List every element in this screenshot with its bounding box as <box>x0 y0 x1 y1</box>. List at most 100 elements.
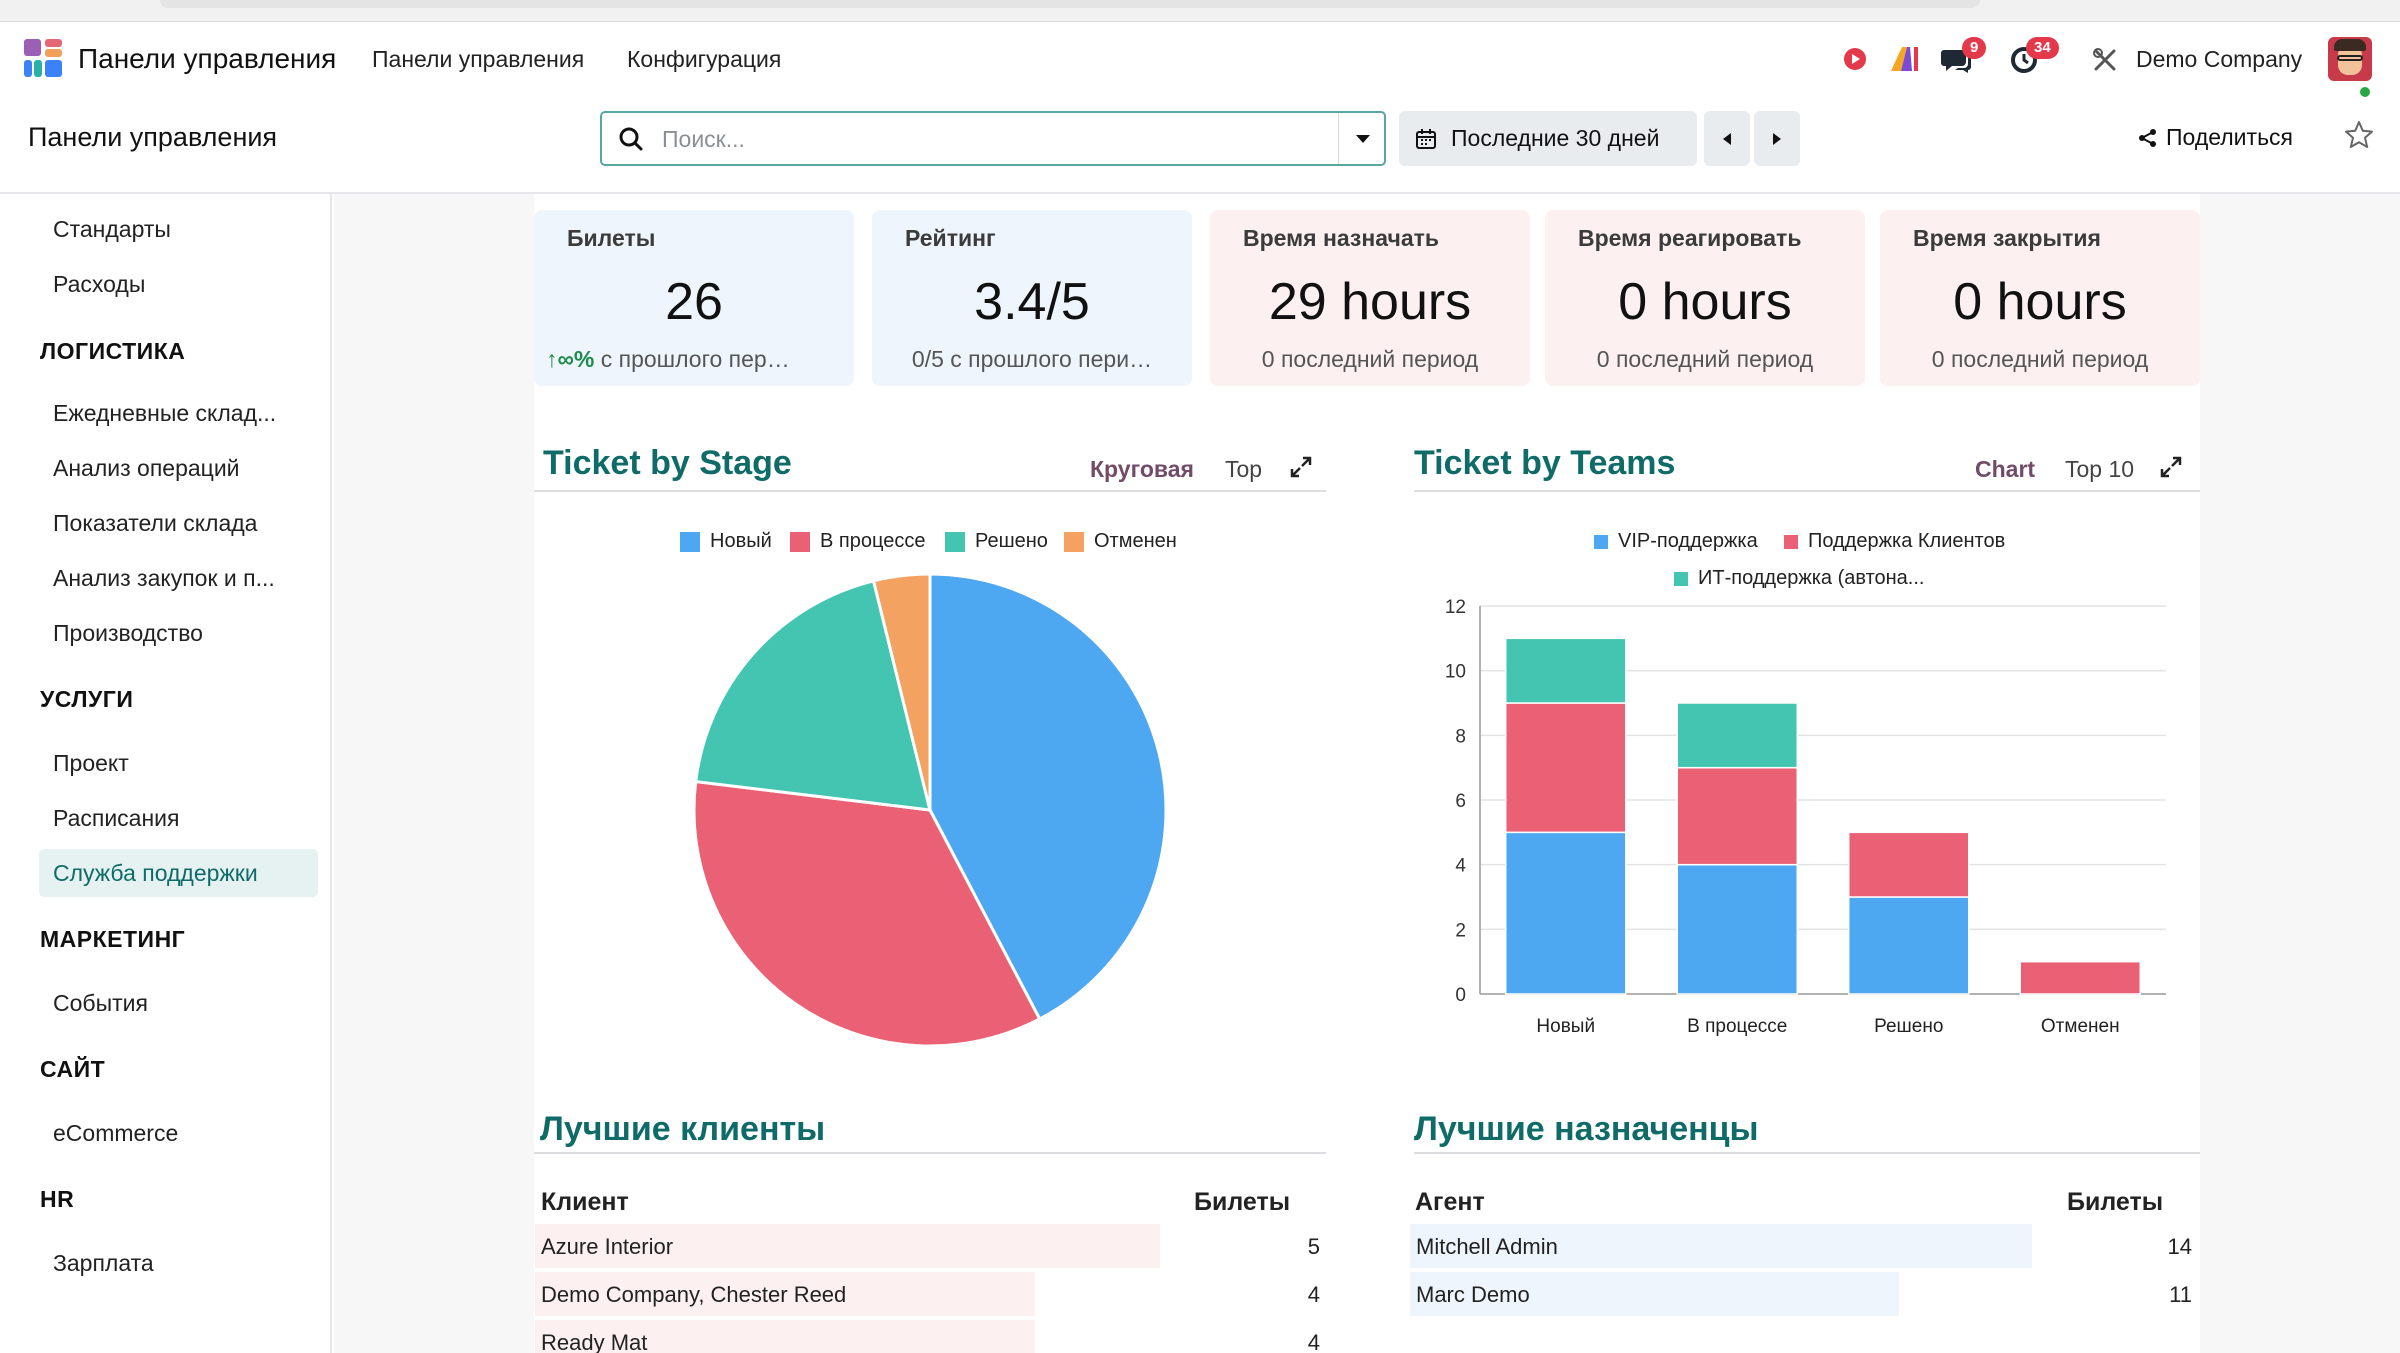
legend-item[interactable]: Новый <box>680 530 772 553</box>
sidebar-item-warehouse-metrics[interactable]: Показатели склада <box>53 510 258 536</box>
sidebar-item-operations-analysis[interactable]: Анализ операций <box>53 455 240 481</box>
pie-slice-0[interactable] <box>928 572 1168 1021</box>
sidebar-item-standards[interactable]: Стандарты <box>53 216 171 242</box>
browser-chrome <box>0 0 2400 22</box>
kpi-card-close-time[interactable]: Время закрытия 0 hours 0 последний перио… <box>1880 210 2200 386</box>
table-row[interactable] <box>535 1320 1035 1353</box>
messages-badge: 9 <box>1962 37 1987 59</box>
date-filter-label: Последние 30 дней <box>1451 125 1660 151</box>
sidebar-item-daily-stock[interactable]: Ежедневные склад... <box>53 400 277 426</box>
sidebar-item-purchase-analysis[interactable]: Анализ закупок и п... <box>53 565 275 591</box>
legend-item[interactable]: VIP-поддержка <box>1594 530 1758 553</box>
table-cell-name: Mitchell Admin <box>1416 1234 1558 1259</box>
customers-title: Лучшие клиенты <box>540 1110 826 1148</box>
page-title: Панели управления <box>28 122 278 152</box>
expand-icon[interactable] <box>2160 456 2182 483</box>
assignees-col-tickets[interactable]: Билеты <box>2067 1188 2164 1216</box>
activities-badge: 34 <box>2026 37 2059 59</box>
bar-segment[interactable] <box>1504 637 1627 704</box>
table-row[interactable] <box>535 1272 1035 1316</box>
kpi-card-rating[interactable]: Рейтинг 3.4/5 0/5 с прошлого пери… <box>872 210 1192 386</box>
table-cell-count: 5 <box>1307 1234 1320 1259</box>
stage-chart-type-pie[interactable]: Круговая <box>1090 456 1194 482</box>
pie-slice-2[interactable] <box>694 579 932 812</box>
address-bar[interactable] <box>160 0 1980 8</box>
record-icon[interactable] <box>1842 46 1868 72</box>
sidebar-item-timesheets[interactable]: Расписания <box>53 805 180 831</box>
sidebar-item-project[interactable]: Проект <box>53 750 129 776</box>
bar-segment[interactable] <box>1676 863 1799 995</box>
bar-segment[interactable] <box>1504 702 1627 834</box>
sidebar-item-manufacturing[interactable]: Производство <box>53 620 203 646</box>
customers-col-tickets[interactable]: Билеты <box>1194 1188 1291 1216</box>
bar-segment[interactable] <box>1847 831 1970 898</box>
table-row[interactable] <box>1410 1224 2032 1268</box>
x-tick-label: Новый <box>1536 1016 1595 1037</box>
apps-icon[interactable] <box>24 39 62 77</box>
app-title[interactable]: Панели управления <box>78 43 337 74</box>
kpi-title: Рейтинг <box>905 225 996 251</box>
legend-item[interactable]: Решено <box>945 530 1048 553</box>
legend-swatch <box>1064 531 1084 552</box>
table-cell-count: 14 <box>2167 1234 2192 1259</box>
kpi-comparison: с прошлого пер… <box>600 346 790 372</box>
clock-icon[interactable] <box>2010 46 2038 74</box>
search-bar[interactable] <box>600 111 1386 166</box>
bar-segment[interactable] <box>1676 702 1799 769</box>
previous-period-button[interactable] <box>1704 111 1750 166</box>
expand-icon[interactable] <box>1290 456 1312 483</box>
kpi-subtext: 0/5 с прошлого пери… <box>911 346 1153 372</box>
chat-icon[interactable] <box>1940 46 1972 74</box>
teams-chart-type-top10[interactable]: Top 10 <box>2065 456 2135 482</box>
legend-item[interactable]: Поддержка Клиентов <box>1784 530 2005 553</box>
star-icon[interactable] <box>2344 120 2374 155</box>
avatar[interactable] <box>2328 37 2372 81</box>
kpi-card-tickets[interactable]: Билеты 26 ↑∞% с прошлого пер… <box>534 210 854 386</box>
assignees-title: Лучшие назначенцы <box>1414 1110 1759 1148</box>
teams-chart-type-chart[interactable]: Chart <box>1975 456 2036 482</box>
bar-segment[interactable] <box>1847 896 1970 995</box>
legend-label: Отменен <box>1094 530 1177 552</box>
kpi-card-response-time[interactable]: Время реагировать 0 hours 0 последний пе… <box>1545 210 1865 386</box>
table-row[interactable] <box>1410 1272 1899 1316</box>
sidebar-item-helpdesk[interactable]: Служба поддержки <box>53 860 258 886</box>
ai-icon[interactable] <box>1888 44 1920 74</box>
legend-item[interactable]: ИТ-поддержка (автона... <box>1674 567 1924 590</box>
share-button[interactable]: Поделиться <box>2138 124 2293 151</box>
calendar-icon <box>1416 128 1436 149</box>
stage-pie-chart[interactable] <box>660 560 1180 1080</box>
menu-dashboards[interactable]: Панели управления <box>372 46 585 72</box>
tools-icon[interactable] <box>2092 47 2118 73</box>
sidebar-item-expenses[interactable]: Расходы <box>53 271 146 297</box>
pie-slice-3[interactable] <box>871 572 932 811</box>
sidebar-item-payroll[interactable]: Зарплата <box>53 1250 154 1276</box>
table-cell-name: Azure Interior <box>541 1234 674 1259</box>
menu-configuration[interactable]: Конфигурация <box>627 46 782 72</box>
legend-item[interactable]: Отменен <box>1064 530 1177 553</box>
legend-label: VIP-поддержка <box>1618 530 1758 552</box>
y-tick-label: 4 <box>1455 856 1466 877</box>
customers-col-client[interactable]: Клиент <box>541 1188 629 1216</box>
company-switcher[interactable]: Demo Company <box>2136 46 2303 72</box>
sidebar-item-events[interactable]: События <box>53 990 148 1016</box>
search-input[interactable] <box>662 123 1312 155</box>
kpi-subtext: ↑∞% с прошлого пер… <box>534 346 854 373</box>
arrow-up-icon: ↑ <box>546 346 558 372</box>
bar-segment[interactable] <box>1676 766 1799 866</box>
pie-slice-1[interactable] <box>692 779 1042 1048</box>
legend-item[interactable]: В процессе <box>790 530 925 553</box>
sidebar-item-ecommerce[interactable]: eCommerce <box>53 1120 179 1146</box>
share-label: Поделиться <box>2166 124 2294 150</box>
table-cell-count: 4 <box>1307 1330 1320 1353</box>
search-options-toggle[interactable] <box>1338 113 1386 164</box>
bar-segment[interactable] <box>1504 831 1627 995</box>
kpi-card-assign-time[interactable]: Время назначать 29 hours 0 последний пер… <box>1210 210 1530 386</box>
stage-chart-type-top[interactable]: Top <box>1225 456 1263 482</box>
bar-segment[interactable] <box>2019 960 2142 995</box>
kpi-title: Время реагировать <box>1578 225 1802 251</box>
date-filter-button[interactable]: Последние 30 дней <box>1399 111 1697 166</box>
teams-bar-chart[interactable]: 0 2 4 6 8 10 12 Новый В процессе Решено Отменен <box>1420 590 2200 1050</box>
assignees-col-agent[interactable]: Агент <box>1415 1188 1485 1216</box>
table-row[interactable] <box>535 1224 1160 1268</box>
next-period-button[interactable] <box>1754 111 1800 166</box>
